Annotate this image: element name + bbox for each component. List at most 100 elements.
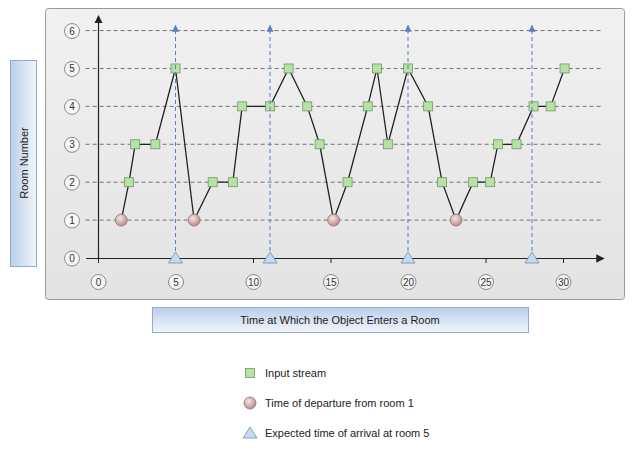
arrival-guide bbox=[532, 25, 533, 258]
series-1 bbox=[125, 64, 570, 187]
panel bbox=[46, 9, 625, 300]
marker-square bbox=[343, 178, 352, 187]
grid bbox=[86, 31, 604, 221]
tick-badge bbox=[65, 251, 80, 266]
grid-line bbox=[86, 68, 604, 69]
marker-square bbox=[315, 140, 324, 149]
marker-triangle bbox=[263, 252, 277, 263]
legend-marker bbox=[246, 369, 255, 378]
series-2 bbox=[115, 214, 462, 226]
point bbox=[469, 178, 478, 187]
grid-line bbox=[86, 30, 604, 31]
tick-badge bbox=[65, 175, 80, 190]
y-tick-label: 1 bbox=[69, 215, 75, 226]
legend-marker bbox=[243, 427, 257, 438]
legend-marker bbox=[244, 397, 256, 409]
marker-triangle bbox=[401, 252, 415, 263]
point bbox=[373, 64, 382, 73]
x-tick-mark bbox=[98, 258, 99, 263]
x-title-box: Time at Which the Object Enters a Room bbox=[153, 308, 529, 333]
point bbox=[343, 178, 352, 187]
marker-square bbox=[373, 64, 382, 73]
series-3 bbox=[169, 25, 540, 263]
tick-badge bbox=[556, 275, 571, 290]
marker-square bbox=[486, 178, 495, 187]
marker-square bbox=[131, 140, 140, 149]
point bbox=[560, 64, 569, 73]
legend-label: Time of departure from room 1 bbox=[265, 397, 414, 409]
tick-badge bbox=[246, 275, 261, 290]
marker-circle bbox=[115, 214, 127, 226]
tick-badge bbox=[65, 137, 80, 152]
legend: Input stream Time of departure from room … bbox=[243, 367, 429, 439]
marker-square bbox=[493, 140, 502, 149]
x-tick: 10 bbox=[246, 258, 261, 290]
tick-badge bbox=[401, 275, 416, 290]
marker-square bbox=[469, 178, 478, 187]
x-tick-label: 20 bbox=[403, 277, 415, 288]
grid-line bbox=[86, 220, 604, 221]
tick-badge bbox=[65, 213, 80, 228]
point bbox=[525, 25, 539, 263]
y-tick: 5 bbox=[65, 61, 99, 76]
point bbox=[115, 214, 127, 226]
y-tick-label: 4 bbox=[69, 101, 75, 112]
point bbox=[125, 178, 134, 187]
line bbox=[121, 68, 564, 220]
point bbox=[401, 25, 415, 263]
marker-triangle bbox=[525, 252, 539, 263]
marker-square bbox=[238, 102, 247, 111]
x-tick-label: 10 bbox=[248, 277, 260, 288]
title-box bbox=[11, 61, 37, 267]
y-tick: 2 bbox=[65, 175, 99, 190]
series-0 bbox=[121, 68, 564, 220]
y-axis-line bbox=[98, 16, 99, 259]
legend-label: Input stream bbox=[265, 367, 326, 379]
legend-entry: Expected time of arrival at room 5 bbox=[243, 427, 429, 439]
x-tick-label: 15 bbox=[325, 277, 337, 288]
grid-line bbox=[86, 106, 604, 107]
title-box bbox=[153, 308, 529, 333]
point bbox=[188, 214, 200, 226]
y-tick-label: 0 bbox=[69, 253, 75, 264]
arrival-guide bbox=[408, 25, 409, 258]
point bbox=[383, 140, 392, 149]
point bbox=[363, 102, 372, 111]
x-tick: 30 bbox=[556, 258, 571, 290]
point bbox=[450, 214, 462, 226]
y-tick: 4 bbox=[65, 99, 99, 114]
y-tick-label: 6 bbox=[69, 26, 75, 37]
chart: 0 5 10 15 20 25 30 0 1 2 3 4 5 6 Room Number Time at Wh… bbox=[0, 0, 633, 450]
legend-entry: Time of departure from room 1 bbox=[244, 397, 414, 409]
point bbox=[263, 25, 277, 263]
x-tick-label: 0 bbox=[96, 277, 102, 288]
marker-square bbox=[284, 64, 293, 73]
y-title-box: Room Number bbox=[11, 61, 37, 267]
point bbox=[512, 140, 521, 149]
x-tick-label: 5 bbox=[173, 277, 179, 288]
y-tick: 0 bbox=[65, 251, 99, 266]
tick-badge bbox=[65, 99, 80, 114]
point bbox=[424, 102, 433, 111]
x-tick-mark bbox=[563, 258, 564, 263]
marker-circle bbox=[188, 214, 200, 226]
point bbox=[529, 102, 538, 111]
point bbox=[438, 178, 447, 187]
marker-square bbox=[560, 64, 569, 73]
y-tick-label: 3 bbox=[69, 139, 75, 150]
x-tick-label: 25 bbox=[480, 277, 492, 288]
marker-square bbox=[228, 178, 237, 187]
marker-square bbox=[546, 102, 555, 111]
point bbox=[208, 178, 217, 187]
tick-badge bbox=[91, 275, 106, 290]
y-tick: 3 bbox=[65, 137, 99, 152]
arrival-guide bbox=[270, 25, 271, 258]
marker-circle bbox=[328, 214, 340, 226]
point bbox=[238, 102, 247, 111]
arrival-guide bbox=[175, 25, 176, 258]
x-axis-line bbox=[86, 258, 604, 259]
point bbox=[131, 140, 140, 149]
tick-badge bbox=[169, 275, 184, 290]
y-tick-label: 2 bbox=[69, 177, 75, 188]
x-tick: 15 bbox=[324, 258, 339, 290]
